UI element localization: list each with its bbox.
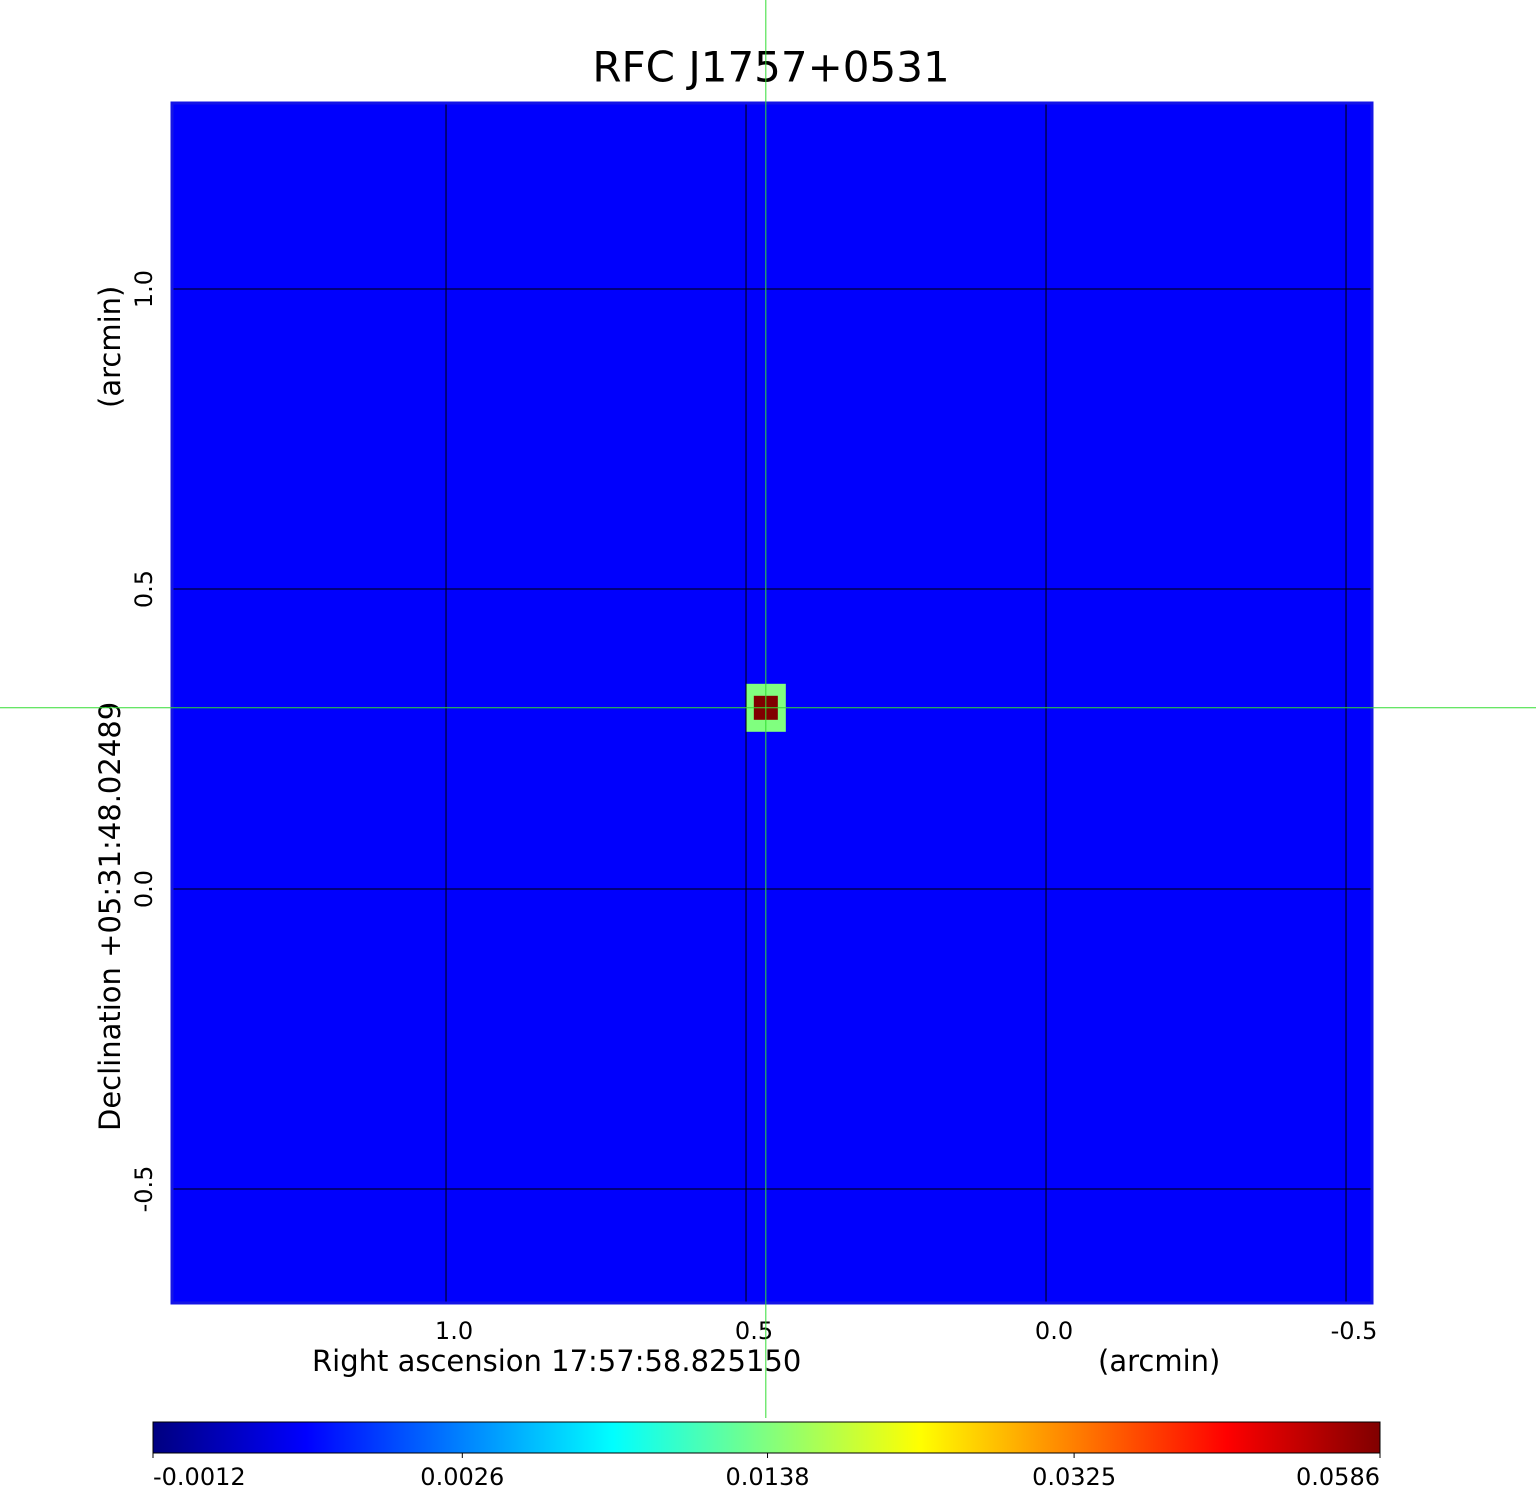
colorbar-tick-label: 0.0586: [1296, 1463, 1380, 1491]
x-tick-label: 0.0: [1035, 1317, 1073, 1345]
y-tick-label: -0.5: [130, 1166, 158, 1213]
colorbar-tick-label: 0.0026: [420, 1463, 504, 1491]
colorbar-tick-label: 0.0325: [1032, 1463, 1116, 1491]
colorbar-tick-label: 0.0138: [726, 1463, 810, 1491]
chart-title: RFC J1757+0531: [592, 43, 949, 92]
x-tick-label: -0.5: [1331, 1317, 1378, 1345]
y-axis-unit: (arcmin): [93, 286, 127, 408]
y-tick-label: 1.0: [130, 270, 158, 308]
colorbar: [152, 1421, 1381, 1454]
y-tick-label: 0.0: [130, 870, 158, 908]
x-tick-label: 1.0: [435, 1317, 473, 1345]
x-axis-unit: (arcmin): [1098, 1344, 1220, 1378]
x-tick-label: 0.5: [735, 1317, 773, 1345]
colorbar-tick-label: -0.0012: [153, 1463, 246, 1491]
plot-frame: [170, 101, 1374, 1305]
y-tick-label: 0.5: [130, 570, 158, 608]
x-axis-label: Right ascension 17:57:58.825150: [312, 1344, 801, 1378]
y-axis-label: Declination +05:31:48.02489: [93, 702, 127, 1131]
